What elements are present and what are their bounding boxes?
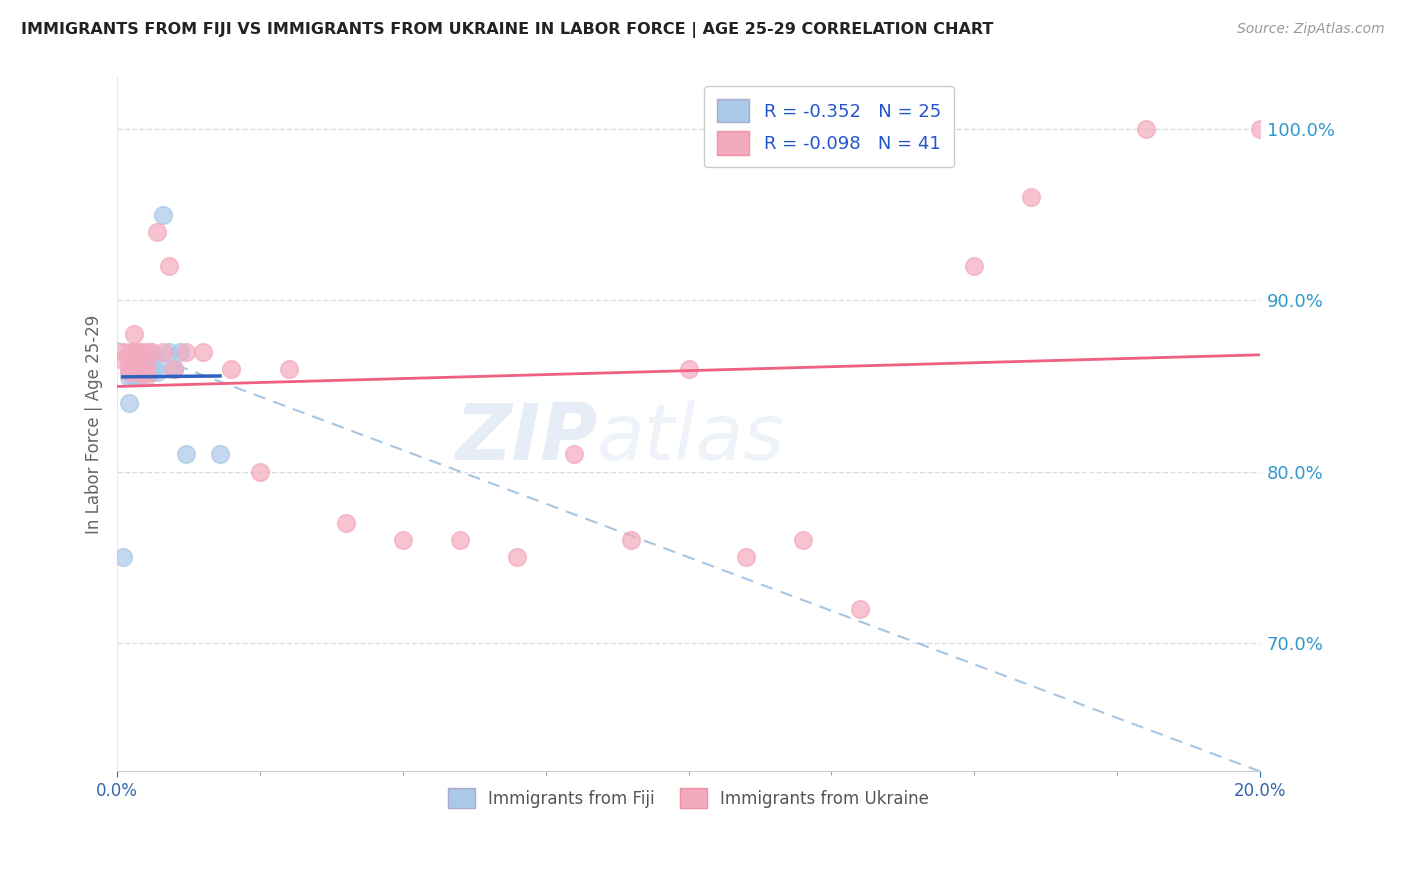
Point [392, 533, 415, 547]
Point [135, 359, 157, 373]
Text: Source: ZipAtlas.com: Source: ZipAtlas.com [1237, 22, 1385, 37]
Text: IMMIGRANTS FROM FIJI VS IMMIGRANTS FROM UKRAINE IN LABOR FORCE | AGE 25-29 CORRE: IMMIGRANTS FROM FIJI VS IMMIGRANTS FROM … [21, 22, 994, 38]
Point [124, 365, 146, 379]
Point [129, 370, 152, 384]
Point [124, 361, 146, 376]
Point [129, 361, 152, 376]
Point [135, 344, 157, 359]
Point [135, 365, 157, 379]
Point [163, 361, 186, 376]
Point [249, 465, 271, 479]
Point [191, 344, 214, 359]
Point [734, 550, 756, 565]
Point [157, 259, 180, 273]
Point [792, 533, 814, 547]
Point [141, 359, 163, 373]
Point [117, 344, 139, 359]
Point [1135, 121, 1157, 136]
Point [146, 359, 169, 373]
Point [221, 361, 243, 376]
Point [124, 327, 146, 342]
Point [678, 361, 700, 376]
Point [620, 533, 643, 547]
Point [1249, 121, 1271, 136]
Point [963, 259, 986, 273]
Text: atlas: atlas [598, 401, 785, 476]
Point [124, 344, 146, 359]
Point [163, 361, 186, 376]
Point [449, 533, 471, 547]
Point [129, 344, 152, 359]
Point [152, 207, 174, 221]
Point [146, 225, 169, 239]
Point [562, 447, 585, 461]
Point [111, 344, 134, 359]
Point [117, 361, 139, 376]
Point [141, 365, 163, 379]
Point [111, 353, 134, 368]
Point [277, 361, 299, 376]
Point [849, 601, 872, 615]
Point [335, 516, 357, 530]
Text: ZIP: ZIP [456, 401, 598, 476]
Y-axis label: In Labor Force | Age 25-29: In Labor Force | Age 25-29 [86, 315, 103, 534]
Point [129, 365, 152, 379]
Point [157, 344, 180, 359]
Point [111, 550, 134, 565]
Point [129, 370, 152, 384]
Point [124, 370, 146, 384]
Point [506, 550, 529, 565]
Point [141, 344, 163, 359]
Point [135, 353, 157, 368]
Point [152, 344, 174, 359]
Point [117, 396, 139, 410]
Point [129, 344, 152, 359]
Point [129, 361, 152, 376]
Point [174, 344, 197, 359]
Point [135, 370, 157, 384]
Legend: Immigrants from Fiji, Immigrants from Ukraine: Immigrants from Fiji, Immigrants from Uk… [441, 781, 935, 815]
Point [135, 361, 157, 376]
Point [135, 361, 157, 376]
Point [1019, 190, 1042, 204]
Point [169, 344, 191, 359]
Point [141, 344, 163, 359]
Point [135, 353, 157, 368]
Point [124, 344, 146, 359]
Point [146, 365, 169, 379]
Point [117, 359, 139, 373]
Point [117, 365, 139, 379]
Point [208, 447, 231, 461]
Point [117, 370, 139, 384]
Point [124, 370, 146, 384]
Point [174, 447, 197, 461]
